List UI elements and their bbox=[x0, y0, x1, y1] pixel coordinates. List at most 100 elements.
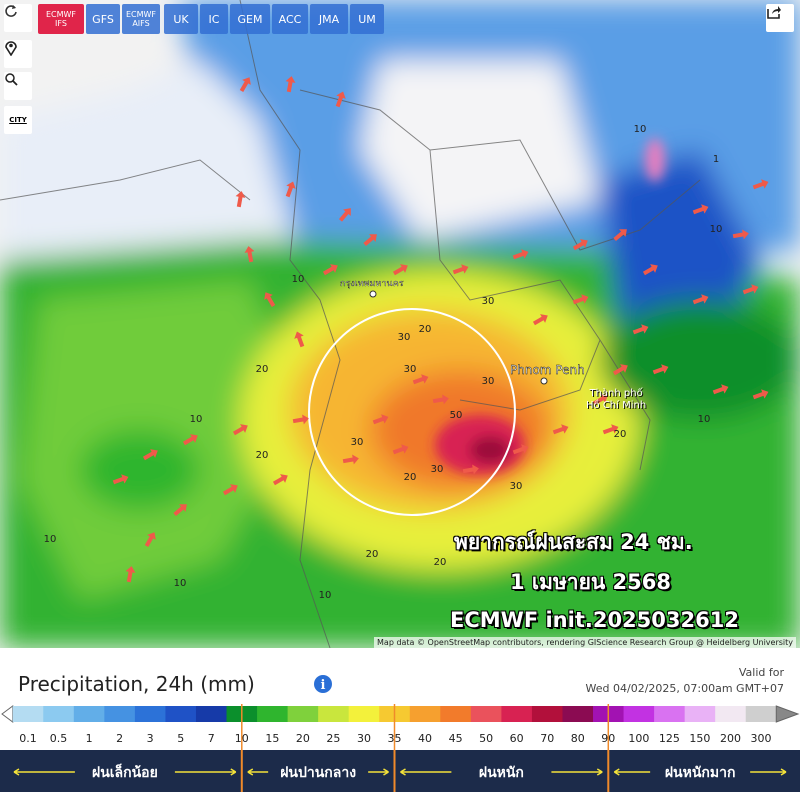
share-button[interactable] bbox=[766, 4, 794, 32]
city-button[interactable]: CITY bbox=[4, 106, 32, 134]
arrow bbox=[512, 249, 529, 260]
model-button[interactable]: GFS bbox=[86, 4, 120, 34]
scale-swatch bbox=[531, 706, 563, 722]
zoom-button[interactable] bbox=[4, 72, 32, 100]
arrow bbox=[752, 179, 769, 190]
category-arrow bbox=[400, 768, 603, 776]
scale-label: 60 bbox=[510, 732, 524, 745]
scale-label: 15 bbox=[265, 732, 279, 745]
arrow bbox=[294, 331, 305, 348]
scale-swatch bbox=[104, 706, 136, 722]
arrow bbox=[232, 424, 248, 436]
contour-label: 30 bbox=[398, 332, 411, 343]
arrow bbox=[322, 264, 338, 276]
scale-swatch bbox=[409, 706, 441, 722]
place-label: Phnom Penh bbox=[510, 363, 585, 377]
arrow bbox=[112, 474, 129, 485]
scale-label: 100 bbox=[628, 732, 649, 745]
contour-label: 10 bbox=[634, 124, 647, 135]
scale-label: 30 bbox=[357, 732, 371, 745]
arrow bbox=[572, 294, 589, 305]
contour-label: 1 bbox=[713, 154, 719, 165]
arrow bbox=[752, 389, 769, 400]
contour-label: 10 bbox=[319, 590, 332, 601]
overlay-init: ECMWF init.2025032612 bbox=[450, 608, 739, 632]
overlay-date: 1 เมษายน 2568 bbox=[510, 570, 671, 594]
model-button[interactable]: ACC bbox=[272, 4, 308, 34]
valid-label: Valid for bbox=[738, 666, 784, 679]
category-label: ฝนหนัก bbox=[479, 765, 524, 781]
legend: Precipitation, 24h (mm) i Valid for Wed … bbox=[0, 648, 800, 750]
scale-swatch bbox=[73, 706, 105, 722]
scale-swatch bbox=[501, 706, 533, 722]
valid-time: Wed 04/02/2025, 07:00am GMT+07 bbox=[585, 682, 784, 695]
model-button[interactable]: ECMWF AIFS bbox=[122, 4, 160, 34]
scale-swatch bbox=[195, 706, 228, 722]
scale-label: 0.5 bbox=[50, 732, 68, 745]
scale-swatch bbox=[440, 706, 472, 722]
arrow bbox=[512, 444, 529, 455]
arrow bbox=[244, 246, 255, 263]
scale-label: 3 bbox=[147, 732, 154, 745]
arrow bbox=[592, 394, 608, 406]
arrow bbox=[239, 77, 251, 93]
map[interactable]: 10 1 10 10 20 30 30 30 30 50 30 30 20 30 20 20 10 10 10 20 1… bbox=[0, 0, 800, 648]
arrow bbox=[732, 229, 749, 240]
category-arrow bbox=[13, 768, 237, 776]
category-arrow bbox=[247, 768, 389, 776]
category-strip: ฝนเล็กน้อย ฝนปานกลาง ฝนหนัก ฝนหนักมาก bbox=[13, 750, 787, 792]
arrow bbox=[285, 76, 296, 93]
scale-swatch bbox=[43, 706, 75, 722]
arrow bbox=[142, 449, 158, 461]
scale-label: 5 bbox=[177, 732, 184, 745]
contour-label: 20 bbox=[256, 450, 269, 461]
location-button[interactable] bbox=[4, 40, 32, 68]
refresh-button[interactable] bbox=[4, 4, 32, 32]
model-button[interactable]: UM bbox=[350, 4, 384, 34]
arrow bbox=[632, 324, 649, 335]
arrow bbox=[335, 91, 346, 108]
contour-label: 10 bbox=[292, 274, 305, 285]
model-button[interactable]: IC bbox=[200, 4, 228, 34]
contour-label: 30 bbox=[482, 376, 495, 387]
svg-text:i: i bbox=[321, 678, 326, 693]
arrow bbox=[432, 394, 449, 405]
arrow bbox=[182, 434, 198, 446]
scale-arrow-right bbox=[775, 705, 800, 723]
arrow bbox=[692, 204, 709, 215]
scale-arrow-left bbox=[1, 705, 14, 723]
place-label: กรุงเทพมหานคร bbox=[340, 279, 404, 289]
contour-label: 30 bbox=[351, 437, 364, 448]
contour-label: 20 bbox=[419, 324, 432, 335]
arrow bbox=[264, 292, 276, 308]
scale-swatch bbox=[562, 706, 594, 722]
arrow bbox=[392, 264, 408, 276]
attribution: Map data © OpenStreetMap contributors, r… bbox=[374, 637, 796, 648]
contour-label: 20 bbox=[366, 549, 379, 560]
arrow bbox=[338, 208, 351, 222]
scale-swatch bbox=[715, 706, 747, 722]
arrow bbox=[125, 566, 136, 583]
scale-swatch bbox=[654, 706, 686, 722]
scale-swatch bbox=[348, 706, 380, 722]
scale-label: 80 bbox=[571, 732, 585, 745]
model-button[interactable]: GEM bbox=[230, 4, 270, 34]
arrow bbox=[692, 294, 709, 305]
map-canvas: 10 1 10 10 20 30 30 30 30 50 30 30 20 30 20 20 10 10 10 20 1… bbox=[0, 0, 800, 648]
scale-swatch bbox=[470, 706, 502, 722]
arrow bbox=[285, 181, 296, 198]
contour-label: 30 bbox=[482, 296, 495, 307]
arrow bbox=[462, 464, 479, 475]
model-button[interactable]: UK bbox=[164, 4, 198, 34]
model-button[interactable]: ECMWF IFS bbox=[38, 4, 84, 34]
model-button[interactable]: JMA bbox=[310, 4, 348, 34]
scale-swatch bbox=[745, 706, 777, 722]
precip-field bbox=[0, 0, 800, 648]
arrow bbox=[392, 444, 409, 455]
scale-swatch bbox=[257, 706, 289, 722]
scale-swatch bbox=[165, 706, 197, 722]
arrow bbox=[613, 229, 627, 242]
info-icon[interactable]: i bbox=[313, 674, 333, 694]
scale-label: 25 bbox=[326, 732, 340, 745]
